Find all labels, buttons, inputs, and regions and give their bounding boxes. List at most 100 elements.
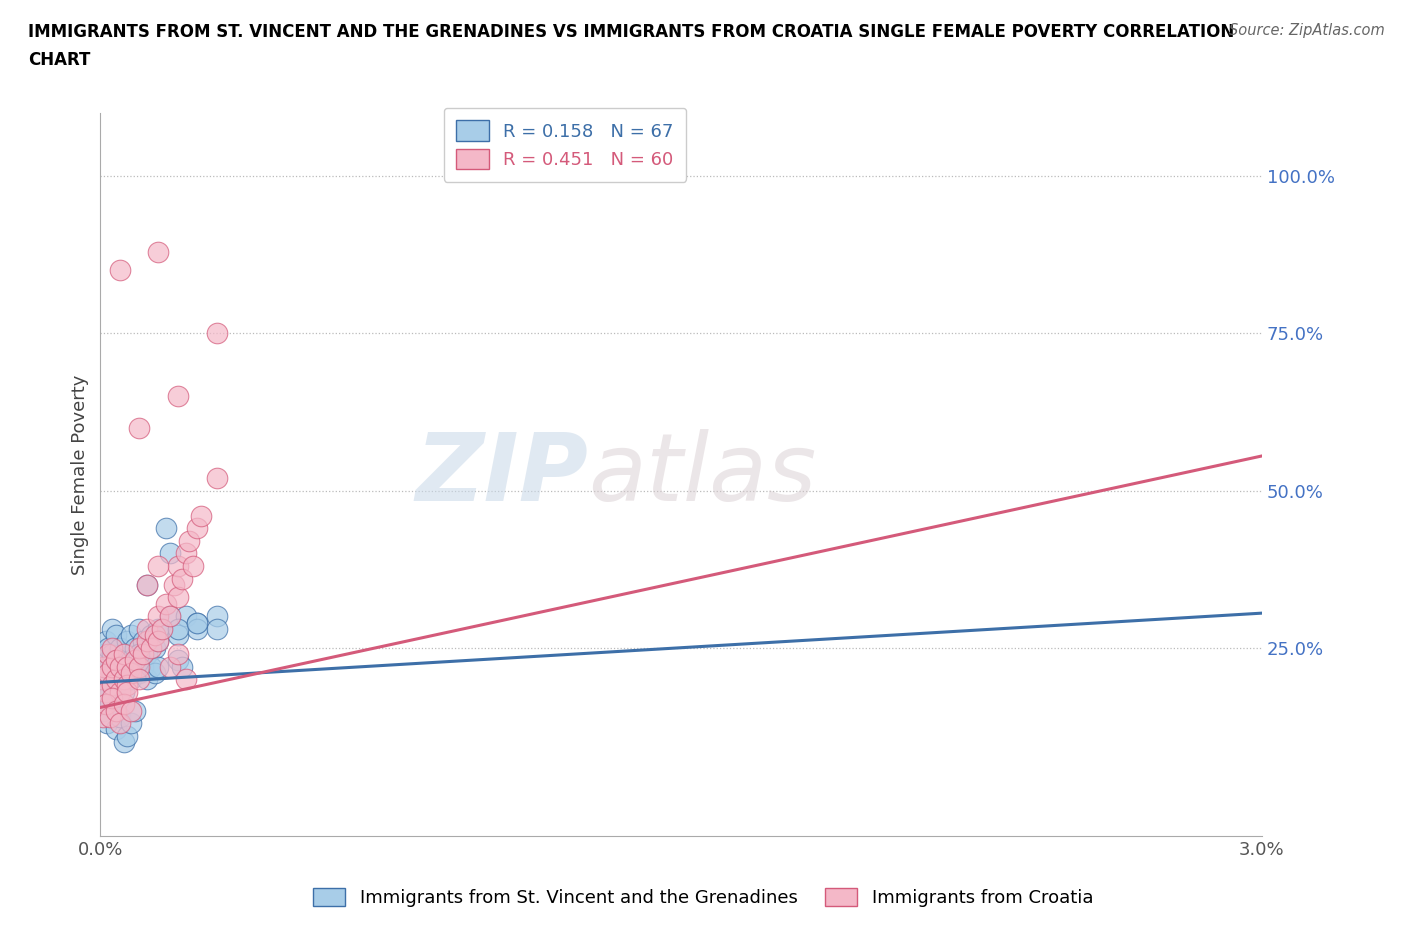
Point — [166, 559, 188, 574]
Text: IMMIGRANTS FROM ST. VINCENT AND THE GRENADINES VS IMMIGRANTS FROM CROATIA SINGLE: IMMIGRANTS FROM ST. VINCENT AND THE GREN… — [28, 23, 1234, 41]
Point — [96, 684, 118, 699]
Point — [159, 609, 181, 624]
Legend: Immigrants from St. Vincent and the Grenadines, Immigrants from Croatia: Immigrants from St. Vincent and the Gren… — [304, 879, 1102, 916]
Point — [128, 646, 150, 661]
Point — [91, 671, 114, 686]
Point — [166, 389, 188, 404]
Point — [117, 678, 139, 693]
Point — [104, 678, 127, 693]
Point — [120, 628, 142, 643]
Point — [112, 646, 135, 661]
Point — [108, 659, 131, 674]
Point — [93, 703, 115, 718]
Point — [205, 326, 228, 340]
Point — [101, 640, 124, 655]
Point — [179, 534, 201, 549]
Point — [91, 659, 114, 674]
Point — [93, 710, 115, 724]
Point — [108, 684, 131, 699]
Point — [108, 671, 131, 686]
Legend: R = 0.158   N = 67, R = 0.451   N = 60: R = 0.158 N = 67, R = 0.451 N = 60 — [444, 108, 686, 182]
Point — [132, 646, 155, 661]
Point — [112, 671, 135, 686]
Point — [148, 634, 170, 649]
Point — [101, 678, 124, 693]
Text: Source: ZipAtlas.com: Source: ZipAtlas.com — [1229, 23, 1385, 38]
Point — [135, 578, 157, 592]
Point — [93, 659, 115, 674]
Point — [135, 578, 157, 592]
Point — [166, 590, 188, 604]
Point — [120, 716, 142, 731]
Point — [97, 684, 120, 699]
Point — [166, 621, 188, 636]
Text: atlas: atlas — [588, 430, 817, 520]
Point — [97, 659, 120, 674]
Point — [135, 621, 157, 636]
Point — [108, 659, 131, 674]
Point — [132, 634, 155, 649]
Point — [186, 615, 208, 630]
Point — [128, 621, 150, 636]
Point — [190, 508, 212, 523]
Point — [205, 471, 228, 485]
Point — [97, 666, 120, 681]
Point — [148, 559, 170, 574]
Point — [112, 646, 135, 661]
Point — [98, 710, 121, 724]
Point — [139, 640, 162, 655]
Point — [101, 666, 124, 681]
Point — [104, 722, 127, 737]
Point — [148, 245, 170, 259]
Point — [124, 659, 146, 674]
Point — [148, 621, 170, 636]
Point — [117, 659, 139, 674]
Point — [101, 691, 124, 706]
Text: ZIP: ZIP — [415, 429, 588, 521]
Point — [174, 609, 197, 624]
Point — [166, 646, 188, 661]
Point — [143, 666, 166, 681]
Point — [112, 684, 135, 699]
Point — [128, 420, 150, 435]
Point — [155, 521, 177, 536]
Point — [120, 653, 142, 668]
Point — [120, 703, 142, 718]
Point — [120, 666, 142, 681]
Point — [128, 666, 150, 681]
Point — [163, 578, 186, 592]
Point — [143, 640, 166, 655]
Point — [124, 703, 146, 718]
Point — [159, 609, 181, 624]
Point — [101, 659, 124, 674]
Point — [97, 640, 120, 655]
Point — [104, 628, 127, 643]
Point — [139, 628, 162, 643]
Point — [205, 609, 228, 624]
Point — [186, 621, 208, 636]
Point — [108, 640, 131, 655]
Point — [104, 671, 127, 686]
Point — [98, 697, 121, 711]
Point — [166, 628, 188, 643]
Point — [117, 684, 139, 699]
Point — [94, 691, 117, 706]
Text: CHART: CHART — [28, 51, 90, 69]
Point — [186, 521, 208, 536]
Point — [108, 710, 131, 724]
Point — [117, 634, 139, 649]
Point — [148, 609, 170, 624]
Point — [112, 666, 135, 681]
Point — [148, 659, 170, 674]
Point — [170, 659, 193, 674]
Point — [150, 621, 173, 636]
Point — [159, 659, 181, 674]
Point — [101, 646, 124, 661]
Point — [174, 671, 197, 686]
Y-axis label: Single Female Poverty: Single Female Poverty — [72, 375, 89, 575]
Point — [108, 716, 131, 731]
Point — [104, 653, 127, 668]
Point — [186, 615, 208, 630]
Point — [132, 659, 155, 674]
Point — [135, 671, 157, 686]
